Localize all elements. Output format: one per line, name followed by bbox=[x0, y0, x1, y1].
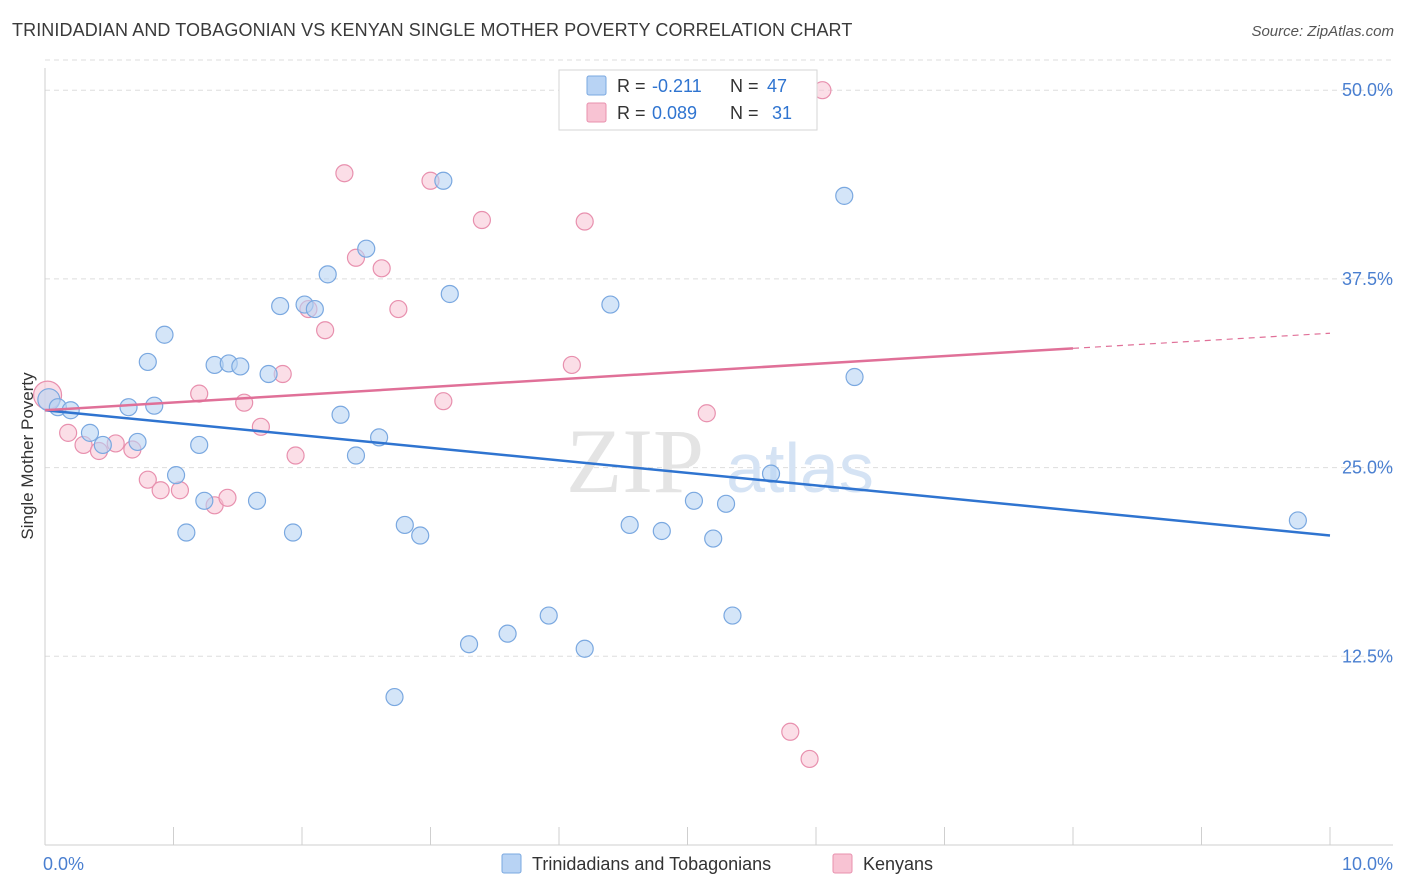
trinidadians-point bbox=[498, 624, 517, 643]
trinidadians-point bbox=[259, 364, 278, 384]
grid-lines bbox=[45, 59, 1393, 657]
y-tick-label: 37.5% bbox=[1342, 269, 1393, 289]
kenyans-trend-line bbox=[44, 347, 1074, 412]
watermark-zip: ZIP bbox=[566, 410, 704, 512]
kenyans-point bbox=[59, 423, 78, 442]
trinidadians-point bbox=[195, 491, 214, 510]
trinidadians-point bbox=[1288, 511, 1307, 530]
trinidadians-point bbox=[331, 405, 350, 424]
stats-legend: R = -0.211 N = 47 R = 0.089 N = 31 bbox=[558, 69, 818, 131]
trinidadians-point bbox=[155, 325, 174, 344]
kenyans-point bbox=[697, 404, 716, 423]
x-tick-label: 0.0% bbox=[43, 854, 84, 874]
x-tick-label: 10.0% bbox=[1342, 854, 1393, 874]
trinidadians-point bbox=[80, 423, 100, 442]
trinidadians-point bbox=[845, 367, 864, 387]
trinidadians-point bbox=[271, 296, 290, 316]
watermark-atlas: atlas bbox=[726, 429, 874, 507]
trinidadians-point bbox=[145, 396, 164, 415]
kenyans-point bbox=[562, 355, 581, 375]
trinidadians-point bbox=[283, 523, 303, 542]
chart-source: Source: ZipAtlas.com bbox=[1251, 23, 1394, 40]
trinidadians-point bbox=[620, 515, 639, 535]
y-tick-label: 25.0% bbox=[1342, 458, 1393, 478]
watermark: ZIP atlas bbox=[566, 410, 874, 512]
chart-title: TRINIDADIAN AND TOBAGONIAN VS KENYAN SIN… bbox=[12, 20, 853, 40]
kenyans-point bbox=[575, 212, 594, 231]
stats-swatch-blue bbox=[586, 75, 607, 96]
trinidadians-point bbox=[440, 284, 459, 304]
trinidadians-point bbox=[177, 523, 196, 542]
trinidadians-point bbox=[575, 639, 594, 658]
trinidadians-point bbox=[305, 299, 324, 319]
legend-label-trinidadians: Trinidadians and Tobagonians bbox=[532, 854, 771, 874]
trinidadians-point bbox=[346, 446, 366, 465]
trinidadians-point bbox=[539, 606, 558, 625]
trinidadians-point bbox=[652, 521, 671, 541]
trinidadians-point bbox=[385, 687, 404, 707]
trinidadians-point bbox=[166, 466, 186, 485]
stats-n-value-pink: 31 bbox=[772, 103, 792, 123]
trinidadians-point bbox=[119, 398, 138, 417]
stats-r-label-blue: R = bbox=[617, 76, 646, 96]
kenyans-point bbox=[335, 164, 354, 183]
kenyans-point bbox=[800, 749, 819, 769]
trend-lines bbox=[44, 332, 1331, 537]
kenyans-points bbox=[32, 81, 832, 769]
trinidadians-point bbox=[434, 171, 453, 190]
trinidadians-trend-line bbox=[44, 408, 1331, 537]
stats-r-label-pink: R = bbox=[617, 103, 646, 123]
axes bbox=[44, 68, 1393, 846]
legend-label-kenyans: Kenyans bbox=[863, 854, 933, 874]
legend-swatch-kenyans bbox=[832, 853, 853, 874]
trinidadians-point bbox=[459, 635, 479, 654]
stats-n-label-blue: N = bbox=[730, 76, 759, 96]
trinidadians-point bbox=[247, 491, 267, 510]
trinidadians-point bbox=[357, 239, 376, 258]
trinidadians-point bbox=[138, 352, 157, 372]
trinidadians-point bbox=[190, 435, 209, 455]
stats-n-label-pink: N = bbox=[730, 103, 759, 123]
tick-labels: 12.5% 25.0% 37.5% 50.0% 0.0% 10.0% bbox=[43, 80, 1393, 874]
trinidadians-point bbox=[835, 186, 854, 205]
stats-r-value-blue: -0.211 bbox=[652, 76, 702, 96]
trinidadians-point bbox=[318, 265, 337, 284]
trinidadians-point bbox=[93, 435, 112, 455]
y-tick-label: 12.5% bbox=[1342, 646, 1393, 666]
trinidadians-point bbox=[716, 494, 736, 513]
kenyans-point bbox=[316, 321, 335, 340]
trinidadians-point bbox=[128, 432, 147, 452]
trinidadians-point bbox=[601, 295, 620, 314]
series-legend: Trinidadians and Tobagonians Kenyans bbox=[501, 853, 933, 874]
stats-r-value-pink: 0.089 bbox=[652, 103, 697, 123]
kenyans-point bbox=[286, 446, 305, 465]
trinidadians-point bbox=[411, 526, 430, 545]
stats-n-value-blue: 47 bbox=[767, 76, 787, 96]
y-axis-label: Single Mother Poverty bbox=[18, 372, 37, 540]
trinidadians-point bbox=[395, 515, 414, 535]
kenyans-point bbox=[781, 722, 800, 741]
kenyans-point bbox=[434, 392, 453, 411]
kenyans-point bbox=[218, 488, 237, 507]
y-tick-label: 50.0% bbox=[1342, 80, 1393, 100]
kenyans-point bbox=[472, 210, 491, 230]
legend-swatch-trinidadians bbox=[501, 853, 522, 874]
kenyans-point bbox=[372, 259, 391, 278]
kenyans-point bbox=[389, 299, 408, 319]
kenyans-trend-extension bbox=[1072, 332, 1331, 349]
kenyans-point bbox=[151, 481, 170, 500]
stats-swatch-pink bbox=[586, 102, 607, 123]
trinidadians-point bbox=[704, 529, 723, 548]
kenyans-point bbox=[170, 481, 190, 500]
trinidadians-point bbox=[684, 491, 704, 510]
kenyans-point bbox=[138, 470, 157, 489]
trinidadians-point bbox=[723, 606, 742, 625]
trinidadians-point bbox=[231, 357, 250, 376]
